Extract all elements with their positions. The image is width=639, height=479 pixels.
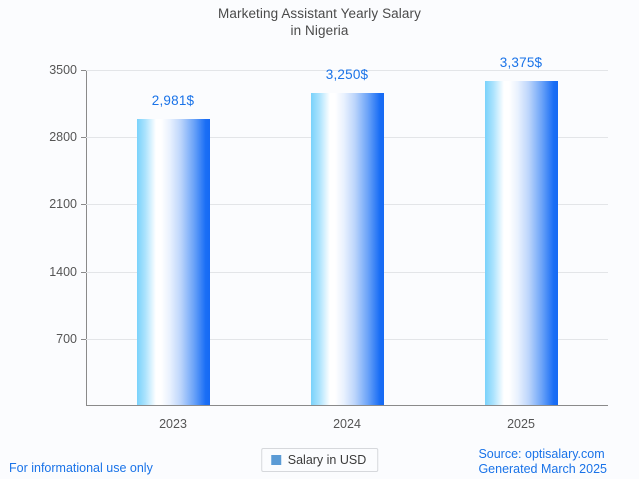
footer-source-block: Source: optisalary.com Generated March 2… <box>478 447 607 477</box>
x-axis-line <box>86 405 608 406</box>
y-axis-tickmark <box>81 137 86 139</box>
y-axis-tickmark <box>81 70 86 71</box>
bar-2024[interactable] <box>310 93 384 405</box>
x-axis-tick-label-2024: 2024 <box>333 417 361 431</box>
y-axis-tick-label: 2800 <box>49 130 77 145</box>
legend-swatch-icon <box>270 455 281 465</box>
y-axis-tickmark <box>81 338 86 340</box>
gridline <box>86 70 608 71</box>
bar-2023[interactable] <box>136 118 210 405</box>
chart-title-line-2: in Nigeria <box>290 23 349 38</box>
bar-value-label-2025: 3,375$ <box>499 55 543 70</box>
y-axis-line <box>86 70 87 406</box>
y-axis-tickmark <box>81 204 86 206</box>
footer-disclaimer: For informational use only <box>9 461 153 475</box>
footer-source: Source: optisalary.com <box>478 447 605 461</box>
y-axis-tick-label: 3500 <box>49 63 77 77</box>
footer-generated: Generated March 2025 <box>478 462 607 476</box>
y-axis-tick-label: 1400 <box>49 264 77 279</box>
y-axis-tick-label: 2100 <box>49 197 77 212</box>
y-axis-tick-label: 700 <box>56 331 77 346</box>
x-axis-tick-label-2025: 2025 <box>507 417 535 431</box>
bar-value-label-2024: 3,250$ <box>325 67 369 82</box>
plot-area: 700 1400 2100 2800 3500 2,981$ 3,250$ 3,375$ 2… <box>49 55 608 431</box>
y-axis-tickmark <box>81 271 86 273</box>
chart-title-line-1: Marketing Assistant Yearly Salary <box>218 6 421 21</box>
bar-value-label-2023: 2,981$ <box>151 92 195 108</box>
bar-2025[interactable] <box>484 81 558 405</box>
chart-legend[interactable]: Salary in USD <box>260 448 379 472</box>
legend-item-label: Salary in USD <box>287 453 367 467</box>
x-axis-tick-label-2023: 2023 <box>159 417 187 431</box>
chart-title: Marketing Assistant Yearly Salary in Nig… <box>0 5 639 39</box>
